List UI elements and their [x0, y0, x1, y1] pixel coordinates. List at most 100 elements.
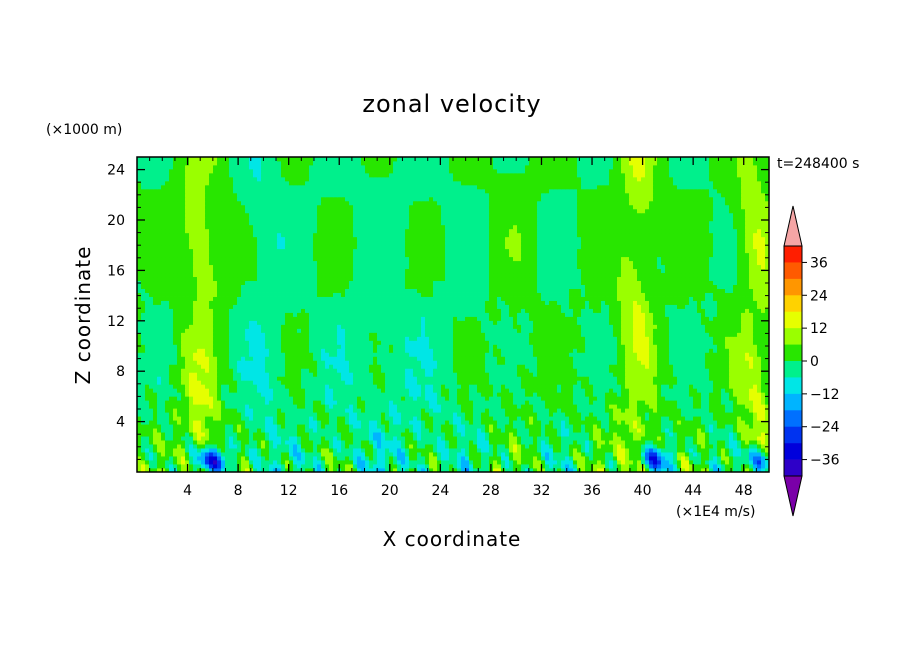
heatmap-cell	[725, 448, 730, 453]
heatmap-cell	[405, 348, 410, 353]
heatmap-cell	[529, 404, 534, 409]
heatmap-cell	[725, 364, 730, 369]
heatmap-cell	[325, 380, 330, 385]
heatmap-cell	[697, 464, 702, 469]
heatmap-cell	[477, 428, 482, 433]
heatmap-cell	[321, 344, 326, 349]
heatmap-cell	[509, 360, 514, 365]
heatmap-cell	[417, 464, 422, 469]
heatmap-cell	[621, 464, 626, 469]
heatmap-cell	[177, 364, 182, 369]
heatmap-cell	[553, 464, 558, 469]
heatmap-cell	[197, 396, 202, 401]
heatmap-cell	[345, 372, 350, 377]
heatmap-cell	[441, 468, 446, 472]
heatmap-cell	[429, 456, 434, 461]
heatmap-cell	[285, 408, 290, 413]
heatmap-cell	[473, 448, 478, 453]
heatmap-cell	[441, 456, 446, 461]
heatmap-cell	[181, 420, 186, 425]
heatmap-cell	[661, 352, 666, 357]
heatmap-cell	[649, 392, 654, 397]
heatmap-cell	[677, 440, 682, 445]
heatmap-cell	[537, 376, 542, 381]
heatmap-cell	[285, 456, 290, 461]
heatmap-cell	[729, 380, 734, 385]
heatmap-cell	[737, 400, 742, 405]
heatmap-cell	[733, 464, 738, 469]
heatmap-cell	[693, 372, 698, 377]
heatmap-cell	[321, 424, 326, 429]
heatmap-cell	[721, 356, 726, 361]
heatmap-cell	[317, 396, 322, 401]
heatmap-cell	[505, 352, 510, 357]
heatmap-cell	[557, 368, 562, 373]
heatmap-cell	[533, 440, 538, 445]
heatmap-cell	[697, 468, 702, 472]
heatmap-cell	[193, 388, 198, 393]
heatmap-cell	[697, 376, 702, 381]
heatmap-cell	[337, 380, 342, 385]
heatmap-cell	[601, 364, 606, 369]
heatmap-cell	[681, 468, 686, 472]
heatmap-cell	[613, 404, 618, 409]
heatmap-cell	[737, 468, 742, 472]
heatmap-cell	[585, 396, 590, 401]
heatmap-cell	[437, 396, 442, 401]
heatmap-cell	[397, 440, 402, 445]
heatmap-cell	[349, 468, 354, 472]
heatmap-cell	[397, 424, 402, 429]
heatmap-cell	[177, 400, 182, 405]
heatmap-cell	[173, 400, 178, 405]
heatmap-cell	[353, 460, 358, 465]
heatmap-cell	[413, 360, 418, 365]
heatmap-cell	[297, 444, 302, 449]
heatmap-cell	[289, 448, 294, 453]
heatmap-cell	[577, 364, 582, 369]
heatmap-cell	[313, 404, 318, 409]
heatmap-cell	[529, 352, 534, 357]
heatmap-cell	[377, 400, 382, 405]
heatmap-cell	[357, 412, 362, 417]
heatmap-cell	[593, 352, 598, 357]
heatmap-cell	[381, 384, 386, 389]
heatmap-cell	[621, 424, 626, 429]
heatmap-cell	[621, 400, 626, 405]
heatmap-cell	[525, 376, 530, 381]
heatmap-cell	[205, 452, 210, 457]
heatmap-cell	[265, 388, 270, 393]
heatmap-cell	[657, 464, 662, 469]
heatmap-cell	[641, 432, 646, 437]
heatmap-cell	[765, 420, 769, 425]
heatmap-cell	[369, 396, 374, 401]
heatmap-cell	[197, 416, 202, 421]
heatmap-cell	[749, 424, 754, 429]
heatmap-cell	[181, 408, 186, 413]
heatmap-cell	[693, 424, 698, 429]
heatmap-cell	[465, 356, 470, 361]
heatmap-cell	[713, 352, 718, 357]
heatmap-cell	[169, 424, 174, 429]
heatmap-cell	[137, 344, 142, 349]
heatmap-cell	[657, 348, 662, 353]
heatmap-cell	[297, 360, 302, 365]
heatmap-cell	[761, 420, 766, 425]
heatmap-cell	[581, 408, 586, 413]
heatmap-cell	[737, 384, 742, 389]
heatmap-cell	[621, 416, 626, 421]
heatmap-cell	[165, 428, 170, 433]
heatmap-cell	[417, 364, 422, 369]
heatmap-cell	[745, 440, 750, 445]
heatmap-cell	[557, 396, 562, 401]
heatmap-cell	[145, 380, 150, 385]
heatmap-cell	[381, 468, 386, 472]
heatmap-cell	[361, 428, 366, 433]
heatmap-cell	[729, 444, 734, 449]
heatmap-cell	[149, 404, 154, 409]
heatmap-cell	[313, 376, 318, 381]
heatmap-cell	[385, 360, 390, 365]
heatmap-cell	[469, 464, 474, 469]
heatmap-cell	[513, 416, 518, 421]
heatmap-cell	[605, 444, 610, 449]
heatmap-cell	[429, 444, 434, 449]
